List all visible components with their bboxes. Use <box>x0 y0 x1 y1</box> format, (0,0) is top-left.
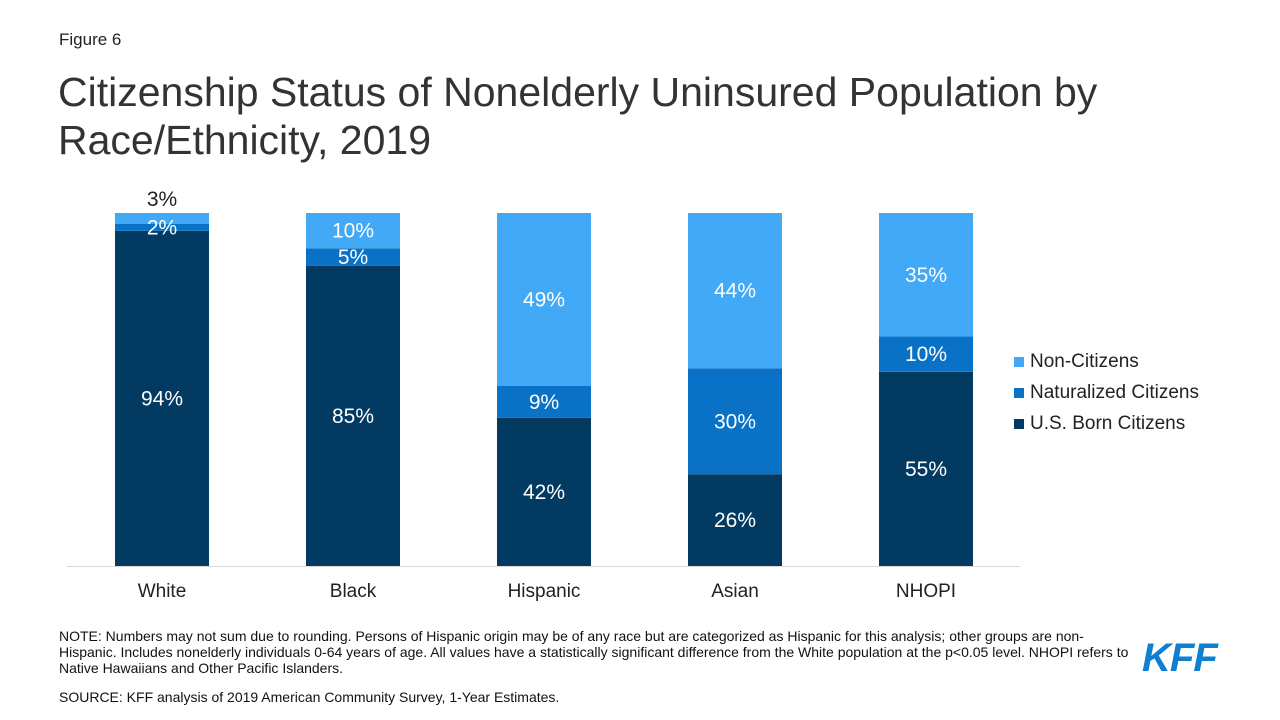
data-label: 9% <box>529 391 559 414</box>
data-label: 2% <box>147 216 177 239</box>
legend-label: U.S. Born Citizens <box>1030 412 1186 434</box>
data-label: 44% <box>714 280 756 303</box>
legend-label: Non-Citizens <box>1030 350 1139 372</box>
legend-item: Naturalized Citizens <box>1014 377 1199 408</box>
bar-segment-nhopi-1 <box>879 336 973 372</box>
bar-segment-hispanic-1 <box>497 385 591 418</box>
kff-logo: KFF <box>1142 636 1218 680</box>
bar-segment-white-2 <box>115 213 209 224</box>
data-label: 3% <box>147 188 177 211</box>
bar-segment-black-1 <box>306 248 400 266</box>
x-tick-label: Hispanic <box>508 581 581 602</box>
data-label: 26% <box>714 509 756 532</box>
data-label: 10% <box>332 220 374 243</box>
data-label: 5% <box>338 246 368 269</box>
legend-swatch <box>1014 387 1024 398</box>
bar-segment-asian-2 <box>688 213 782 369</box>
bar-segment-asian-1 <box>688 368 782 475</box>
bar-segment-nhopi-2 <box>879 213 973 337</box>
figure-label: Figure 6 <box>59 30 122 49</box>
chart-legend: Non-Citizens Naturalized Citizens U.S. Bor… <box>1014 346 1199 439</box>
source-note: SOURCE: KFF analysis of 2019 American Co… <box>59 689 560 705</box>
data-label: 30% <box>714 410 756 433</box>
bar-segment-hispanic-2 <box>497 213 591 386</box>
legend-swatch <box>1014 418 1024 429</box>
x-tick-label: Black <box>330 581 377 602</box>
x-tick-label: Asian <box>711 581 759 602</box>
bar-segment-black-0 <box>306 265 400 566</box>
bar-segment-black-2 <box>306 213 400 249</box>
footnote: NOTE: Numbers may not sum due to roundin… <box>59 628 1129 676</box>
legend-label: Naturalized Citizens <box>1030 381 1199 403</box>
legend-item: U.S. Born Citizens <box>1014 408 1199 439</box>
x-tick-label: NHOPI <box>896 581 956 602</box>
bar-segment-asian-0 <box>688 474 782 566</box>
data-label: 94% <box>141 387 183 410</box>
data-label: 85% <box>332 405 374 428</box>
stacked-bar-chart: 94% 2% 3% White 85% 5% 10% Black 42% 9% 49% Hispani… <box>67 188 1020 602</box>
bar-segment-white-1 <box>115 223 209 231</box>
data-label: 35% <box>905 264 947 287</box>
bar-segment-white-0 <box>115 230 209 566</box>
x-tick-label: White <box>138 581 187 602</box>
data-label: 49% <box>523 288 565 311</box>
data-label: 42% <box>523 481 565 504</box>
bar-segment-nhopi-0 <box>879 371 973 566</box>
data-label: 55% <box>905 458 947 481</box>
bar-segment-hispanic-0 <box>497 417 591 566</box>
legend-item: Non-Citizens <box>1014 346 1199 377</box>
legend-swatch <box>1014 356 1024 367</box>
data-label: 10% <box>905 343 947 366</box>
chart-title: Citizenship Status of Nonelderly Uninsur… <box>58 69 1098 163</box>
